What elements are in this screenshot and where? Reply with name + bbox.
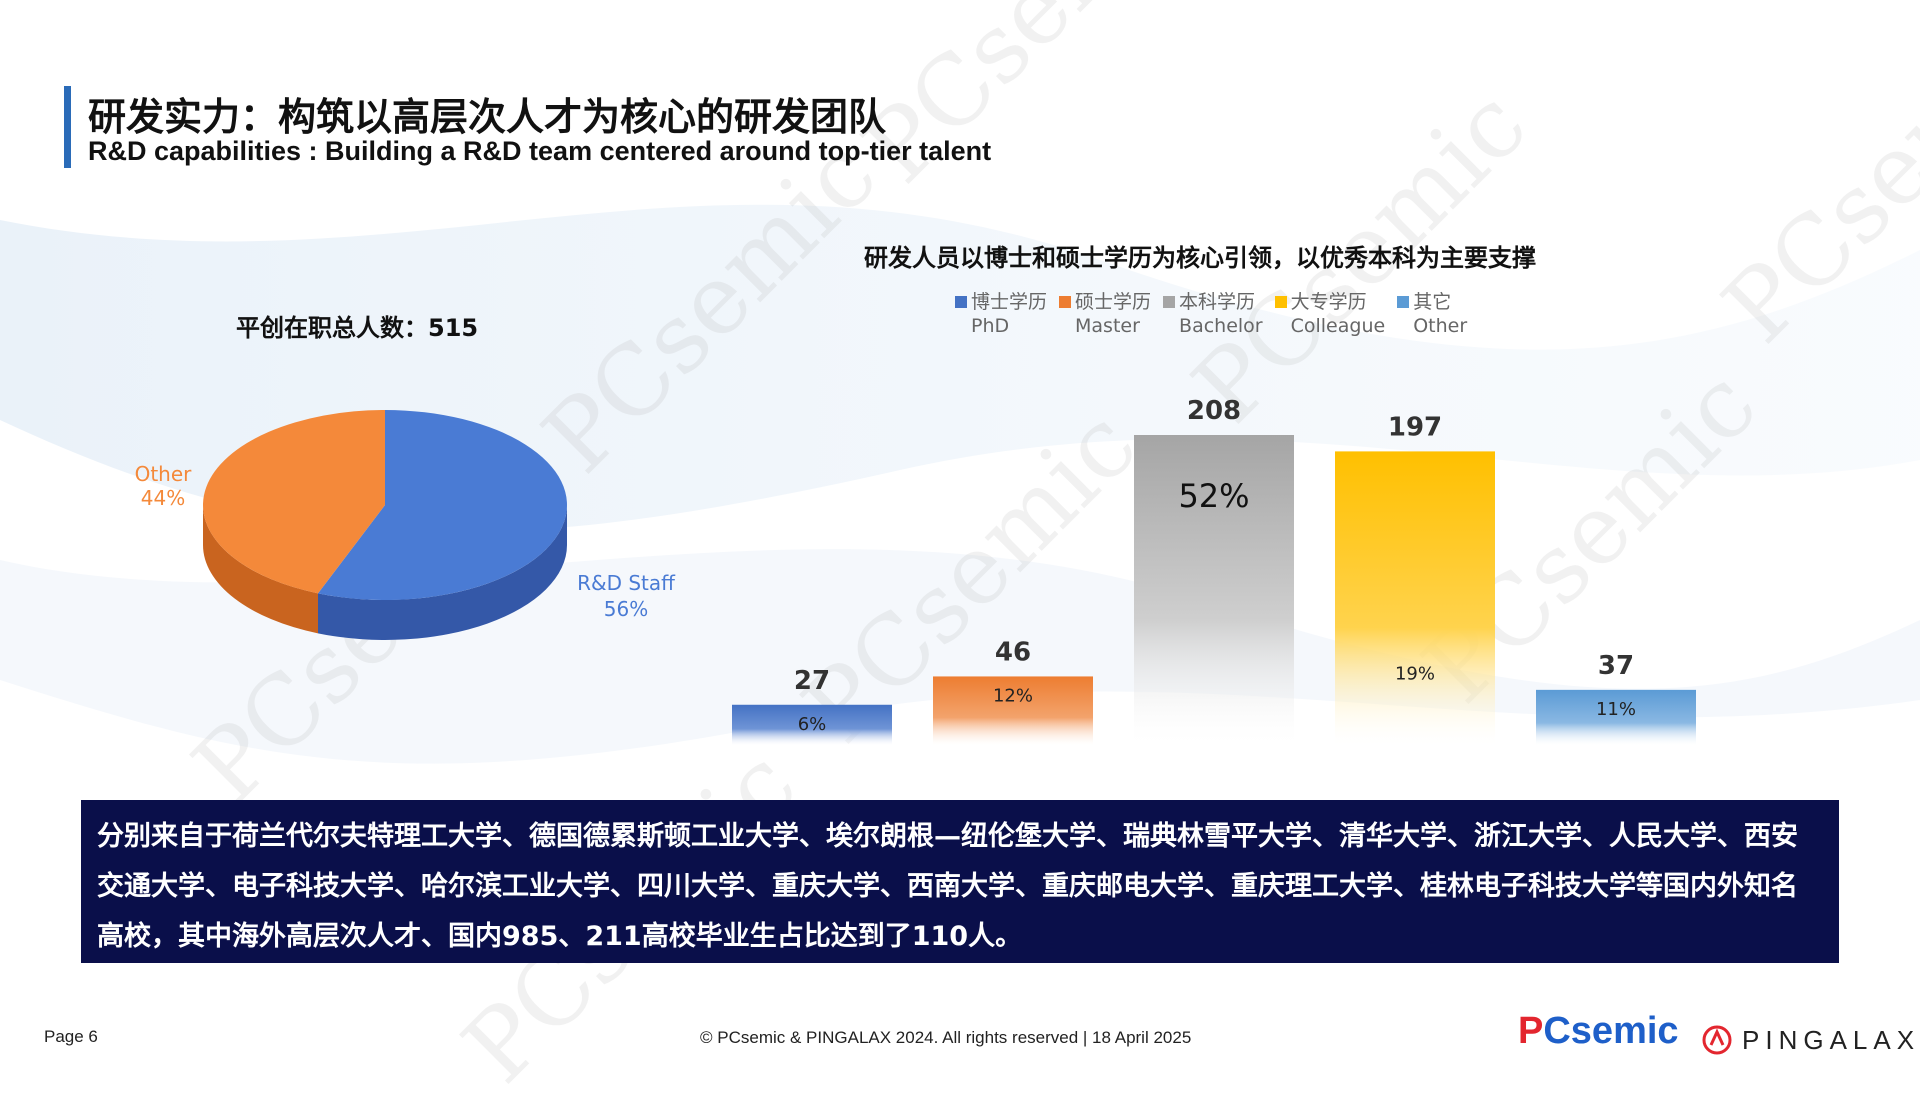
- page-subtitle: R&D capabilities : Building a R&D team c…: [88, 136, 992, 166]
- legend-item-master: 硕士学历 Master: [1059, 290, 1151, 338]
- legend-label-en: Master: [1075, 315, 1140, 337]
- legend-label-cn: 博士学历: [971, 291, 1048, 313]
- pie-slice-side: [318, 505, 567, 641]
- legend-item-other: 其它 Other: [1397, 290, 1467, 338]
- bar-value-label: 27: [794, 666, 830, 696]
- legend-swatch: [955, 296, 967, 308]
- pie-value-label: 44%: [141, 486, 185, 510]
- info-box: 分别来自于荷兰代尔夫特理工大学、德国德累斯顿工业大学、埃尔朗根—纽伦堡大学、瑞典…: [81, 800, 1839, 963]
- legend-label-cn: 大专学历: [1290, 291, 1367, 313]
- page-number: Page 6: [44, 1027, 98, 1046]
- bar-percent-label: 11%: [1596, 699, 1636, 720]
- bar: [1536, 689, 1696, 745]
- bar-percent-label: 12%: [993, 685, 1033, 706]
- bar: [1335, 451, 1495, 745]
- legend-label-en: Other: [1413, 315, 1468, 337]
- pie-label: Other: [135, 462, 193, 486]
- bar: [732, 704, 892, 745]
- title-accent-bar: [64, 86, 71, 168]
- legend-item-colleague: 大专学历 Colleague: [1274, 290, 1386, 338]
- bar: [1134, 435, 1294, 745]
- bar-percent-label: 19%: [1395, 663, 1435, 684]
- pingalax-logo-icon: [1702, 1025, 1732, 1055]
- pie-slice-side: [203, 505, 319, 634]
- legend-item-bachelor: 本科学历 Bachelor: [1163, 290, 1263, 338]
- pie-slice: [318, 410, 567, 600]
- pie-slice: [202, 410, 385, 594]
- pcsemic-logo: PCsemic: [1518, 1010, 1679, 1052]
- pie-value-label: 56%: [604, 597, 648, 621]
- legend-swatch: [1274, 296, 1287, 308]
- bar-value-label: 197: [1388, 412, 1442, 442]
- bar-value-label: 208: [1187, 396, 1241, 426]
- copyright-text: © PCsemic & PINGALAX 2024. All rights re…: [700, 1028, 1192, 1047]
- legend-label-en: PhD: [971, 315, 1010, 337]
- pie-chart-title: 平创在职总人数：515: [236, 314, 479, 342]
- bar-value-label: 46: [995, 637, 1031, 667]
- legend-swatch: [1397, 296, 1410, 308]
- pingalax-logo: PINGALAX: [1700, 1023, 1920, 1057]
- bar: [933, 676, 1093, 745]
- legend-label-cn: 其它: [1413, 291, 1452, 313]
- pingalax-logo-text: PINGALAX: [1742, 1024, 1920, 1055]
- bar-percent-label: 6%: [798, 714, 827, 735]
- legend-label-en: Colleague: [1290, 315, 1386, 337]
- legend-swatch: [1163, 296, 1176, 308]
- pie-label: R&D Staff: [577, 571, 676, 595]
- legend-label-cn: 硕士学历: [1075, 291, 1152, 313]
- bar-percent-label: 52%: [1178, 477, 1249, 515]
- info-text: 分别来自于荷兰代尔夫特理工大学、德国德累斯顿工业大学、埃尔朗根—纽伦堡大学、瑞典…: [97, 821, 1798, 952]
- bar-value-label: 37: [1598, 651, 1634, 681]
- legend-label-cn: 本科学历: [1179, 291, 1256, 313]
- bar-chart-legend: 博士学历 PhD 硕士学历 Master 本科学历 Bachelor 大专学历 Coll…: [955, 290, 1479, 338]
- legend-item-phd: 博士学历 PhD: [955, 290, 1047, 338]
- legend-swatch: [1059, 296, 1072, 308]
- bar-chart-title: 研发人员以博士和硕士学历为核心引领，以优秀本科为主要支撑: [864, 244, 1536, 272]
- page-title: 研发实力：构筑以高层次人才为核心的研发团队: [88, 95, 887, 139]
- legend-label-en: Bachelor: [1179, 315, 1263, 337]
